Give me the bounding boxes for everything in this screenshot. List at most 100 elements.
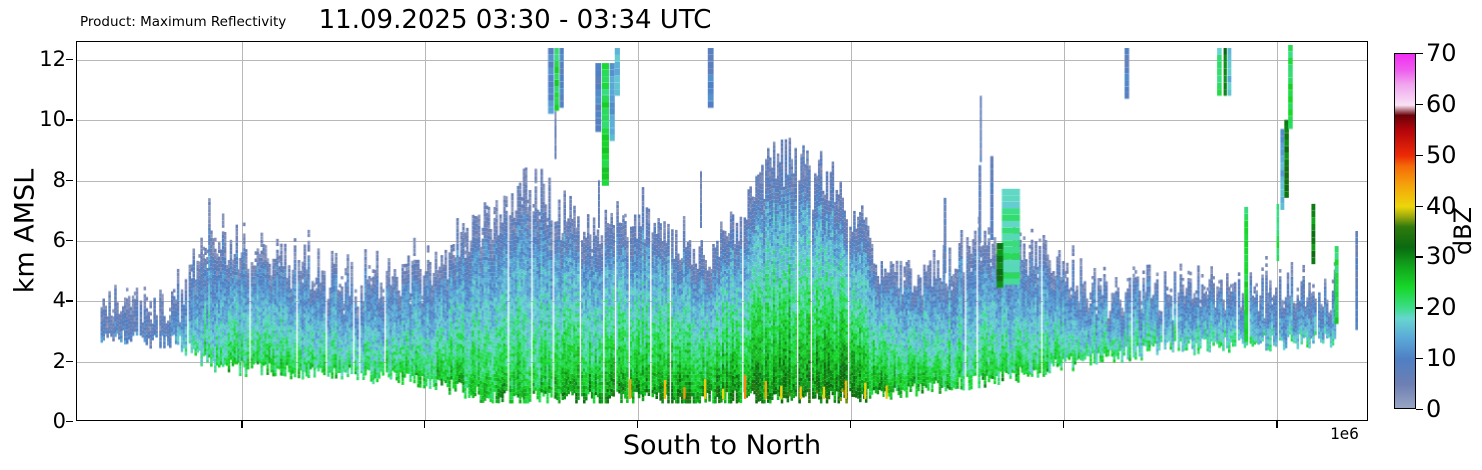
colorbar-segment <box>1395 127 1415 129</box>
colorbar-tick-label: 0 <box>1426 395 1442 423</box>
colorbar-segment <box>1395 395 1415 397</box>
colorbar-segment <box>1395 96 1415 98</box>
colorbar <box>1394 53 1416 409</box>
colorbar-segment <box>1395 153 1415 155</box>
plot-area[interactable] <box>76 41 1368 421</box>
colorbar-segment <box>1395 385 1415 387</box>
colorbar-segment <box>1395 239 1415 241</box>
colorbar-segment <box>1395 355 1415 357</box>
colorbar-segment <box>1395 235 1415 237</box>
colorbar-segment <box>1395 363 1415 365</box>
colorbar-segment <box>1395 100 1415 102</box>
colorbar-segment <box>1395 299 1415 301</box>
colorbar-segment <box>1395 205 1415 207</box>
colorbar-segment <box>1395 344 1415 346</box>
colorbar-tick-mark <box>1416 103 1423 106</box>
colorbar-segment <box>1395 227 1415 229</box>
colorbar-segment <box>1395 152 1415 154</box>
colorbar-segment <box>1395 136 1415 138</box>
colorbar-segment <box>1395 106 1415 108</box>
colorbar-segment <box>1395 265 1415 267</box>
colorbar-segment <box>1395 370 1415 372</box>
colorbar-segment <box>1395 286 1415 288</box>
colorbar-segment <box>1395 119 1415 121</box>
colorbar-segment <box>1395 391 1415 393</box>
colorbar-segment <box>1395 75 1415 77</box>
colorbar-segment <box>1395 376 1415 378</box>
colorbar-segment <box>1395 297 1415 299</box>
colorbar-segment <box>1395 277 1415 279</box>
colorbar-segment <box>1395 71 1415 73</box>
colorbar-segment <box>1395 141 1415 143</box>
colorbar-segment <box>1395 357 1415 359</box>
colorbar-segment <box>1395 145 1415 147</box>
colorbar-segment <box>1395 89 1415 91</box>
heatmap-canvas-wrap <box>77 42 1367 420</box>
colorbar-segment <box>1395 378 1415 380</box>
colorbar-segment <box>1395 204 1415 206</box>
colorbar-segment <box>1395 105 1415 107</box>
colorbar-segment <box>1395 407 1415 408</box>
colorbar-segment <box>1395 267 1415 269</box>
colorbar-segment <box>1395 327 1415 329</box>
colorbar-segment <box>1395 155 1415 157</box>
y-axis-tick-label: 8 <box>52 167 66 192</box>
colorbar-segment <box>1395 322 1415 324</box>
colorbar-segment <box>1395 369 1415 371</box>
colorbar-segment <box>1395 111 1415 113</box>
colorbar-segment <box>1395 354 1415 356</box>
y-axis-tick-label: 2 <box>52 348 66 373</box>
colorbar-segment <box>1395 314 1415 316</box>
colorbar-segment <box>1395 320 1415 322</box>
colorbar-segment <box>1395 258 1415 260</box>
colorbar-segment <box>1395 394 1415 396</box>
colorbar-segment <box>1395 341 1415 343</box>
colorbar-segment <box>1395 142 1415 144</box>
colorbar-segment <box>1395 285 1415 287</box>
colorbar-segment <box>1395 282 1415 284</box>
colorbar-segment <box>1395 353 1415 355</box>
colorbar-segment <box>1395 206 1415 208</box>
colorbar-segment <box>1395 79 1415 81</box>
colorbar-segment <box>1395 278 1415 280</box>
colorbar-tick-label: 10 <box>1426 344 1457 373</box>
colorbar-segment <box>1395 326 1415 328</box>
colorbar-segment <box>1395 371 1415 373</box>
colorbar-tick-mark <box>1416 256 1423 258</box>
colorbar-segment <box>1395 387 1415 389</box>
x-axis-tick-mark <box>636 421 639 428</box>
colorbar-segment <box>1395 115 1415 117</box>
colorbar-segment <box>1395 273 1415 275</box>
colorbar-segment <box>1395 176 1415 178</box>
colorbar-segment <box>1395 237 1415 239</box>
colorbar-segment <box>1395 195 1415 197</box>
colorbar-tick-label: 40 <box>1426 191 1457 220</box>
colorbar-segment <box>1395 57 1415 59</box>
colorbar-segment <box>1395 255 1415 257</box>
colorbar-segment <box>1395 372 1415 374</box>
colorbar-segment <box>1395 201 1415 203</box>
colorbar-segment <box>1395 262 1415 264</box>
colorbar-segment <box>1395 143 1415 145</box>
colorbar-segment <box>1395 122 1415 124</box>
y-axis-tick-labels: 0 2 4 6 8 10 12 <box>0 41 66 433</box>
colorbar-segment <box>1395 312 1415 314</box>
colorbar-segment <box>1395 55 1415 57</box>
colorbar-segment <box>1395 311 1415 313</box>
colorbar-segment <box>1395 180 1415 182</box>
colorbar-ticks: 0 10 20 30 40 50 60 70 <box>1394 39 1474 423</box>
colorbar-segment <box>1395 198 1415 200</box>
colorbar-segment <box>1395 140 1415 142</box>
colorbar-segment <box>1395 397 1415 399</box>
colorbar-segment <box>1395 392 1415 394</box>
colorbar-segment <box>1395 247 1415 249</box>
colorbar-segment <box>1395 244 1415 246</box>
colorbar-segment <box>1395 216 1415 218</box>
colorbar-segment <box>1395 113 1415 115</box>
colorbar-segment <box>1395 388 1415 390</box>
colorbar-segment <box>1395 183 1415 185</box>
colorbar-segment <box>1395 231 1415 233</box>
colorbar-segment <box>1395 217 1415 219</box>
colorbar-segment <box>1395 129 1415 131</box>
x-axis-tick-mark <box>1276 421 1278 428</box>
